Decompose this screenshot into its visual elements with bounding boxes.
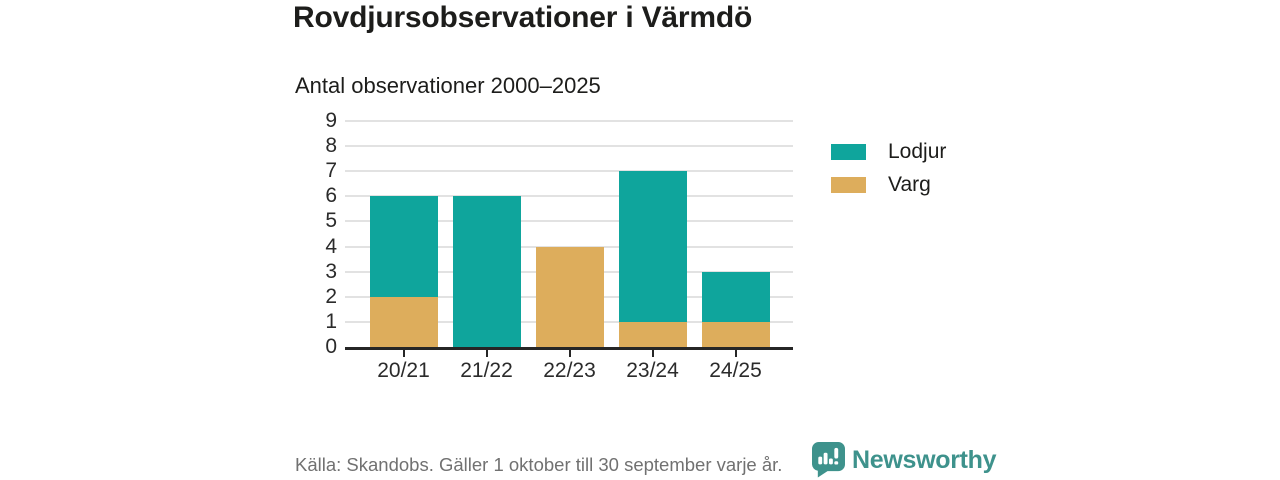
x-tick-label-20-21: 20/21 xyxy=(377,359,430,382)
x-tick-label-22-23: 22/23 xyxy=(543,359,596,382)
bar-segment-varg-20-21 xyxy=(369,296,438,347)
y-tick-label-0: 0 xyxy=(325,335,337,358)
gridline-y-5 xyxy=(345,220,793,223)
gridline-y-6 xyxy=(345,195,793,198)
bar-segment-lodjur-21-22 xyxy=(452,196,521,347)
x-tick-label-23-24: 23/24 xyxy=(626,359,679,382)
newsworthy-wordmark: Newsworthy xyxy=(852,446,997,474)
legend: Lodjur Varg xyxy=(831,139,946,205)
newsworthy-logo[interactable]: Newsworthy xyxy=(812,442,997,478)
x-axis-line xyxy=(345,347,793,350)
gridline-y-4 xyxy=(345,245,793,248)
y-tick-label-5: 5 xyxy=(325,209,337,233)
x-tick-label-24-25: 24/25 xyxy=(709,359,762,382)
x-tick-23-24 xyxy=(651,350,654,357)
gridline-y-7 xyxy=(345,170,793,173)
source-note: Källa: Skandobs. Gäller 1 oktober till 3… xyxy=(295,454,783,475)
legend-label-lodjur: Lodjur xyxy=(888,140,947,163)
y-tick-label-2: 2 xyxy=(325,284,337,308)
legend-item-varg: Varg xyxy=(831,172,946,198)
legend-item-lodjur: Lodjur xyxy=(831,139,946,165)
bar-segment-lodjur-24-25 xyxy=(701,271,770,322)
x-tick-22-23 xyxy=(568,350,571,357)
x-tick-24-25 xyxy=(734,350,737,357)
bar-segment-lodjur-23-24 xyxy=(618,171,687,322)
x-tick-label-21-22: 21/22 xyxy=(460,359,513,382)
y-tick-label-3: 3 xyxy=(325,259,337,283)
bar-segment-varg-22-23 xyxy=(535,246,604,347)
bar-segment-varg-24-25 xyxy=(701,321,770,347)
gridline-y-9 xyxy=(345,120,793,122)
x-axis-labels: 20/21 21/22 22/23 23/24 24/25 xyxy=(347,358,792,386)
bar-segment-lodjur-20-21 xyxy=(369,196,438,297)
y-tick-label-7: 7 xyxy=(325,159,337,183)
chart-title: Rovdjursobservationer i Värmdö xyxy=(293,1,753,34)
y-tick-label-4: 4 xyxy=(325,234,337,258)
y-tick-label-9: 9 xyxy=(325,109,337,132)
newsworthy-speech-bubble-bar-chart-icon xyxy=(812,442,845,478)
x-tick-20-21 xyxy=(402,350,405,357)
x-axis-ticks xyxy=(347,350,792,358)
legend-swatch-varg xyxy=(831,177,866,193)
y-tick-label-8: 8 xyxy=(325,134,337,158)
chart-subtitle: Antal observationer 2000–2025 xyxy=(295,73,601,98)
legend-swatch-lodjur xyxy=(831,144,866,160)
y-tick-label-1: 1 xyxy=(325,309,337,333)
bar-segment-varg-23-24 xyxy=(618,321,687,347)
legend-label-varg: Varg xyxy=(888,173,931,196)
gridline-y-8 xyxy=(345,145,793,148)
x-tick-21-22 xyxy=(485,350,488,357)
y-tick-label-6: 6 xyxy=(325,184,337,208)
plot-area xyxy=(345,120,793,347)
